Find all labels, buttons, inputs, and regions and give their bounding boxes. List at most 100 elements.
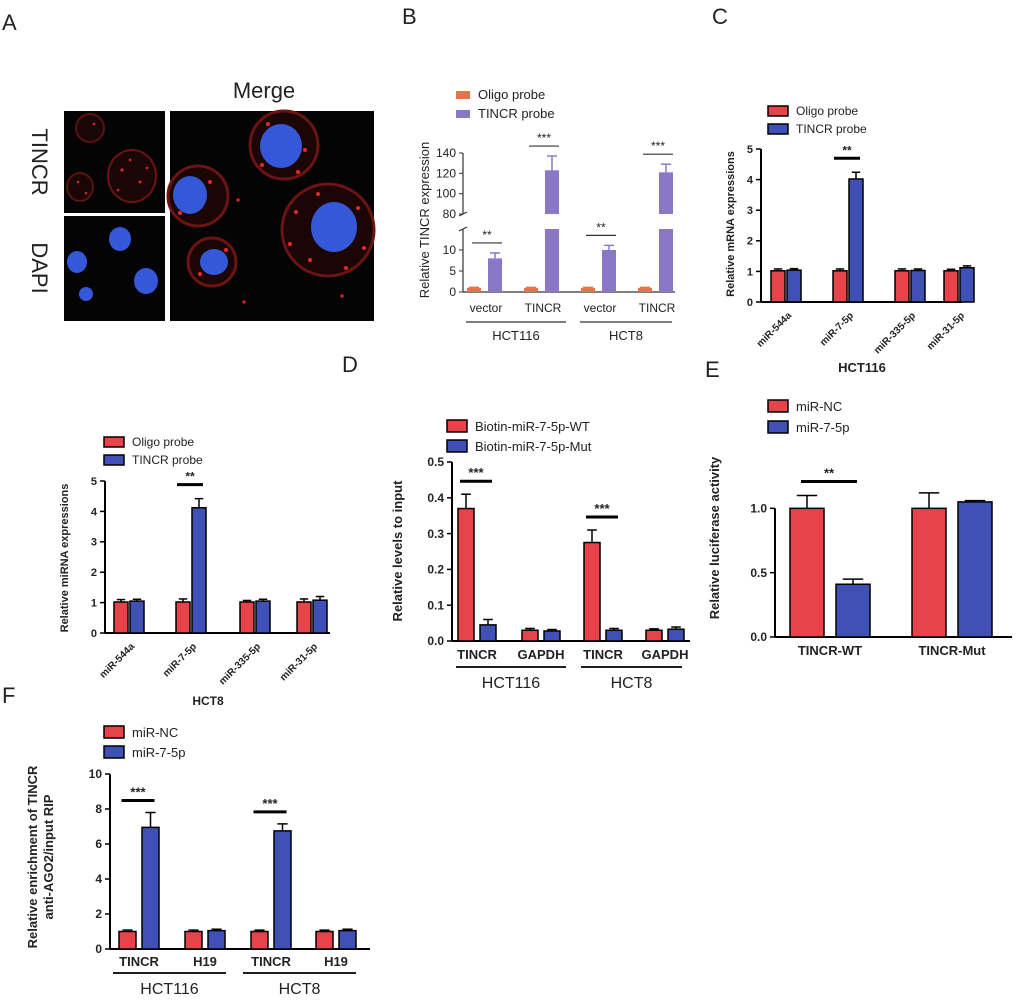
legend-label: miR-7-5p xyxy=(132,745,185,760)
y-tick-label: 0 xyxy=(91,628,97,640)
x-tick-label: TINCR xyxy=(119,954,159,969)
panel-label-f: F xyxy=(2,683,15,708)
y-axis-label: Relative enrichment of TINCR xyxy=(25,765,40,948)
y-tick-label: 80 xyxy=(443,207,457,221)
bar-oligo-probe xyxy=(175,601,191,634)
bar-biotin-mir-7-5p-wt xyxy=(457,507,475,642)
y-tick-label: 2 xyxy=(95,907,102,921)
group-label: HCT116 xyxy=(492,328,539,343)
bar-tincr-probe-lower xyxy=(545,229,559,292)
x-tick-label: miR-7-5p xyxy=(161,641,199,679)
legend-label: Biotin-miR-7-5p-WT xyxy=(475,419,590,434)
x-axis-label: HCT116 xyxy=(838,360,886,375)
y-axis-label: Relative miRNA expressions xyxy=(59,484,71,633)
bar-mir-nc xyxy=(184,930,203,950)
axis-break-mark xyxy=(458,226,468,232)
bar-biotin-mir-7-5p-mut xyxy=(479,624,497,642)
x-tick-label: TINCR xyxy=(525,301,562,315)
x-tick-label: miR-31-5p xyxy=(925,310,967,352)
bar-oligo-probe xyxy=(638,287,652,292)
bar-oligo-probe xyxy=(943,270,959,303)
legend-label: miR-7-5p xyxy=(796,420,849,435)
y-tick-label: 1 xyxy=(91,597,97,609)
y-tick-label: 120 xyxy=(436,166,456,180)
y-tick-label: 4 xyxy=(95,872,102,886)
bar-biotin-mir-7-5p-mut xyxy=(667,628,685,642)
legend-label: miR-NC xyxy=(796,399,842,414)
legend-swatch xyxy=(103,454,125,466)
bar-tincr-probe xyxy=(959,266,975,303)
panel-label-b: B xyxy=(402,4,417,29)
group-label: HCT116 xyxy=(482,675,540,692)
legend-swatch xyxy=(103,745,125,759)
legend-swatch xyxy=(456,91,470,99)
bar-oligo-probe xyxy=(524,287,538,292)
legend-label: TINCR probe xyxy=(478,106,555,121)
y-tick-label: 1 xyxy=(747,266,753,278)
group-label: HCT8 xyxy=(611,675,653,692)
y-tick-label: 0.2 xyxy=(427,563,444,577)
x-tick-label: TINCR xyxy=(583,647,623,662)
bar-tincr-probe-lower xyxy=(659,229,673,292)
y-axis-label: anti-AGO2/input RIP xyxy=(41,794,56,919)
bar-oligo-probe xyxy=(296,601,312,634)
y-tick-label: 3 xyxy=(91,537,97,549)
x-axis-label: HCT8 xyxy=(192,694,224,708)
bar-oligo-probe xyxy=(113,601,129,634)
x-tick-label: miR-544a xyxy=(755,310,795,350)
y-tick-label: 0.0 xyxy=(427,634,444,648)
y-tick-label: 0.0 xyxy=(750,630,767,644)
bar-tincr-probe xyxy=(910,269,926,303)
y-tick-label: 0.5 xyxy=(427,455,444,469)
legend-swatch xyxy=(103,436,125,448)
bar-oligo-probe xyxy=(894,270,910,303)
bar-tincr-probe xyxy=(602,250,616,292)
legend-swatch xyxy=(767,105,789,117)
y-tick-label: 0.4 xyxy=(427,491,444,505)
legend-swatch xyxy=(446,419,468,433)
x-tick-label: vector xyxy=(584,301,617,315)
legend-label: Oligo probe xyxy=(478,87,545,102)
y-tick-label: 8 xyxy=(95,802,102,816)
bar-oligo-probe xyxy=(467,287,481,292)
bar-oligo-probe xyxy=(832,270,848,303)
x-tick-label: GAPDH xyxy=(518,647,565,662)
x-tick-label: miR-7-5p xyxy=(818,310,856,348)
legend-swatch xyxy=(767,420,789,434)
significance-marker: ** xyxy=(185,470,195,484)
legend-swatch xyxy=(103,725,125,739)
y-axis-label: Relative levels to input xyxy=(390,480,405,622)
bar-mir-nc xyxy=(250,930,269,950)
x-tick-label: miR-335-5p xyxy=(872,310,918,356)
y-tick-label: 10 xyxy=(89,767,103,781)
y-tick-label: 4 xyxy=(747,174,754,186)
legend-label: TINCR probe xyxy=(796,122,867,136)
legend-swatch xyxy=(767,123,789,135)
bar-mir-7-5p xyxy=(141,826,160,950)
bar-biotin-mir-7-5p-wt xyxy=(583,541,601,642)
y-tick-label: 5 xyxy=(91,476,97,488)
bar-mir-7-5p xyxy=(957,501,993,638)
bar-tincr-probe xyxy=(312,599,328,634)
significance-marker: *** xyxy=(468,465,484,480)
y-tick-label: 100 xyxy=(436,187,456,201)
x-tick-label: TINCR xyxy=(639,301,676,315)
legend-label: miR-NC xyxy=(132,725,178,740)
legend-label: Oligo probe xyxy=(132,435,194,449)
legend-swatch xyxy=(446,439,468,453)
y-tick-label: 0.1 xyxy=(427,598,444,612)
legend-label: TINCR probe xyxy=(132,453,203,467)
y-tick-label: 0 xyxy=(747,297,753,309)
tincr-cell-signal xyxy=(66,113,157,203)
significance-marker: ** xyxy=(824,465,835,480)
x-tick-label: TINCR xyxy=(251,954,291,969)
x-tick-label: vector xyxy=(470,301,503,315)
panel-label-c: C xyxy=(712,4,728,29)
bar-biotin-mir-7-5p-mut xyxy=(543,630,561,642)
y-tick-label: 2 xyxy=(747,236,753,248)
significance-marker: *** xyxy=(130,785,146,800)
chart-c: 0 1 2 3 4 5 Relative mRNA expressions miR-544a m… xyxy=(725,104,975,375)
dapi-nuclei xyxy=(67,227,158,301)
bar-tincr-probe xyxy=(786,269,802,303)
